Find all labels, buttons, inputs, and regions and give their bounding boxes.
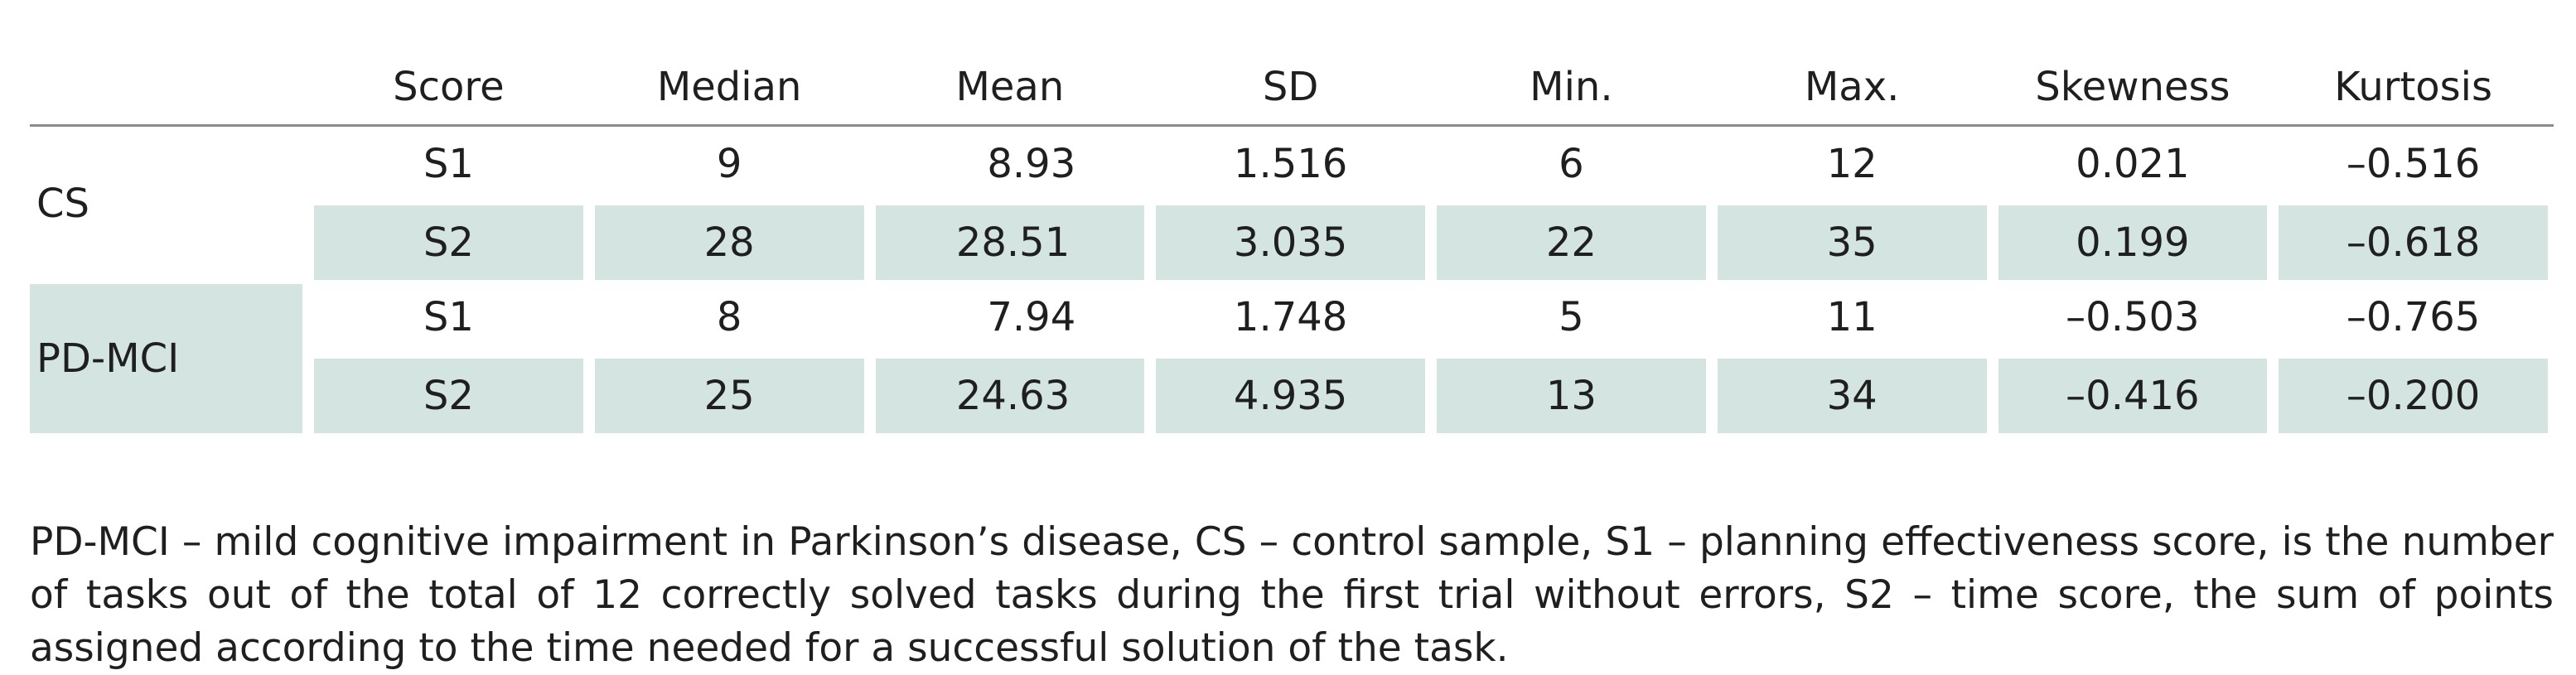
table-row: S2 28 28.51 3.035 22 35 0.199 –0.618 xyxy=(30,201,2554,280)
table-row: S2 25 24.63 4.935 13 34 –0.416 –0.200 xyxy=(30,354,2554,433)
cell-median: 28 xyxy=(588,201,870,280)
cell-sd: 1.516 xyxy=(1233,141,1348,187)
cell-kurtosis: –0.200 xyxy=(2273,354,2554,433)
cell-median: 8 xyxy=(716,294,742,340)
cell-score: S1 xyxy=(423,294,474,340)
header-max: Max. xyxy=(1711,50,1993,127)
table-row: CS S1 9 8.93 1.516 6 12 0.021 –0.516 xyxy=(30,127,2554,227)
group-label-cs: CS xyxy=(36,180,89,227)
cell-max: 12 xyxy=(1826,141,1878,187)
cell-mean: 24.63 xyxy=(869,354,1151,433)
cell-median: 25 xyxy=(588,354,870,433)
table-row: PD-MCI S1 8 7.94 1.748 5 11 –0.503 –0.76… xyxy=(30,280,2554,433)
cell-sd: 4.935 xyxy=(1150,354,1431,433)
cell-kurtosis: –0.765 xyxy=(2346,294,2481,340)
header-row: Score Median Mean SD Min. Max. Skewness … xyxy=(30,50,2554,127)
cell-skewness: –0.416 xyxy=(1992,354,2274,433)
cell-mean: 7.94 xyxy=(987,294,1076,340)
group-label-pd-mci: PD-MCI xyxy=(30,280,308,433)
cell-max: 35 xyxy=(1711,201,1993,280)
header-group-blank xyxy=(30,50,308,127)
header-kurtosis: Kurtosis xyxy=(2273,50,2554,127)
cell-mean: 8.93 xyxy=(987,141,1076,187)
table-footnote: PD-MCI – mild cognitive impairment in Pa… xyxy=(30,519,2554,671)
cell-skewness: 0.199 xyxy=(1992,201,2274,280)
cell-min: 13 xyxy=(1431,354,1712,433)
header-skewness: Skewness xyxy=(1992,50,2274,127)
cell-min: 22 xyxy=(1431,201,1712,280)
cell-score: S2 xyxy=(308,354,589,433)
header-min: Min. xyxy=(1431,50,1712,127)
cell-min: 5 xyxy=(1559,294,1584,340)
header-median: Median xyxy=(588,50,870,127)
cell-kurtosis: –0.516 xyxy=(2346,141,2481,187)
header-score: Score xyxy=(308,50,589,127)
cell-mean: 28.51 xyxy=(869,201,1151,280)
header-mean: Mean xyxy=(869,50,1151,127)
cell-sd: 1.748 xyxy=(1233,294,1348,340)
cell-kurtosis: –0.618 xyxy=(2273,201,2554,280)
cell-skewness: –0.503 xyxy=(2066,294,2200,340)
descriptive-statistics-table: Score Median Mean SD Min. Max. Skewness … xyxy=(30,50,2554,433)
cell-median: 9 xyxy=(716,141,742,187)
cell-sd: 3.035 xyxy=(1150,201,1431,280)
header-sd: SD xyxy=(1150,50,1431,127)
cell-skewness: 0.021 xyxy=(2076,141,2190,187)
cell-score: S1 xyxy=(423,141,474,187)
cell-max: 34 xyxy=(1711,354,1993,433)
cell-score: S2 xyxy=(308,201,589,280)
cell-max: 11 xyxy=(1826,294,1878,340)
cell-min: 6 xyxy=(1559,141,1584,187)
statistics-table-container: Score Median Mean SD Min. Max. Skewness … xyxy=(30,50,2554,433)
